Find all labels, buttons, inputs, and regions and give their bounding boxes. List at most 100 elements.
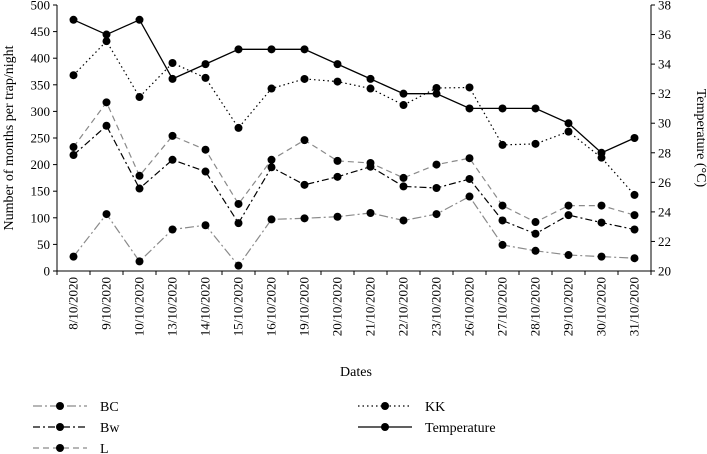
x-axis-title: Dates [340,365,372,380]
x-tick-label: 27/10/2020 [495,277,510,336]
data-point-temperature [69,15,78,24]
x-tick-label: 16/10/2020 [264,277,279,336]
data-point-temperature [531,104,540,113]
data-point-temperature [102,30,111,39]
right-y-tick-label: 34 [658,57,672,72]
data-point-kk [531,139,540,148]
data-point-l [597,201,606,210]
x-tick-label: 30/10/2020 [594,277,609,336]
axes [56,5,652,272]
left-y-ticks: 0 50 100 150 200 250 300 350 400 450 500 [31,0,57,279]
legend-item-temperature: Temperature [358,421,496,436]
right-y-tick-label: 32 [658,86,671,101]
data-point-bw [399,182,408,191]
left-y-tick-label: 350 [31,77,51,92]
data-point-temperature [234,45,243,54]
data-point-bc [234,261,243,270]
x-tick-label: 13/10/2020 [165,277,180,336]
y-axis-title: Number of months per trap/night [2,45,17,230]
x-tick-label: 29/10/2020 [561,277,576,336]
data-point-kk [69,71,78,80]
left-y-tick-label: 500 [31,0,51,13]
data-point-temperature [300,45,309,54]
series-layer [69,15,639,270]
data-point-bc [564,251,573,260]
data-point-bw [630,225,639,234]
right-y-tick-label: 36 [658,27,672,42]
left-y-tick-label: 0 [44,264,51,279]
data-point-temperature [399,89,408,98]
data-point-l [69,143,78,152]
data-point-bw [498,216,507,225]
left-y-tick-label: 400 [31,51,51,66]
data-point-l [630,211,639,220]
legend-label: L [100,442,109,454]
right-y-tick-label: 20 [658,264,671,279]
x-tick-label: 20/10/2020 [330,277,345,336]
legend-label: BC [100,400,119,415]
data-point-kk [564,127,573,136]
data-point-bc [630,254,639,263]
legend-item-kk: KK [358,400,445,415]
data-point-bw [564,211,573,220]
x-tick-label: 31/10/2020 [627,277,642,336]
x-tick-label: 26/10/2020 [462,277,477,336]
legend-swatch-marker [381,402,389,410]
left-y-tick-label: 100 [31,210,51,225]
x-tick-label: 9/10/2020 [99,277,114,330]
series-temperature [69,15,639,157]
data-point-temperature [564,119,573,128]
data-point-bc [399,216,408,225]
data-point-bc [597,252,606,261]
legend-label: Bw [100,421,120,436]
data-point-bc [333,212,342,221]
x-tick-label: 28/10/2020 [528,277,543,336]
data-point-temperature [333,60,342,69]
data-point-l [267,155,276,164]
x-tick-label: 22/10/2020 [396,277,411,336]
legend-swatch-marker [56,402,64,410]
data-point-bc [102,210,111,219]
right-y-ticks: 20 22 24 26 28 30 32 34 36 38 [651,0,672,279]
left-y-tick-label: 450 [31,24,51,39]
x-tick-label: 23/10/2020 [429,277,444,336]
data-point-bc [168,225,177,234]
data-point-l [498,201,507,210]
right-y-tick-label: 22 [658,234,671,249]
data-point-temperature [267,45,276,54]
right-y-tick-label: 38 [658,0,671,13]
data-point-temperature [630,134,639,142]
data-point-kk [267,84,276,93]
legend: BC Bw L KK Temperature [33,400,496,454]
left-y-tick-label: 50 [37,237,50,252]
series-line-temperature [73,18,635,154]
data-point-kk [399,101,408,110]
data-point-kk [168,58,177,67]
x-tick-label: 10/10/2020 [132,277,147,336]
data-point-kk [333,77,342,86]
data-point-l [531,218,540,227]
data-point-kk [465,83,474,92]
data-point-kk [432,83,441,92]
legend-item-l: L [33,442,109,454]
data-point-kk [102,37,111,46]
data-point-l [168,131,177,140]
series-line-bw [73,124,635,235]
data-point-l [102,98,111,107]
data-point-l [300,136,309,145]
data-point-bc [531,246,540,255]
data-point-kk [201,73,210,82]
x-ticks: 8/10/2020 9/10/2020 10/10/2020 13/10/2020 14… [56,271,652,336]
data-point-bw [432,184,441,193]
data-point-temperature [432,89,441,98]
data-point-bc [300,214,309,223]
data-point-kk [300,74,309,83]
data-point-bw [69,151,78,160]
data-point-bw [201,167,210,176]
data-point-temperature [465,104,474,113]
data-point-l [399,173,408,182]
data-point-bw [234,219,243,228]
data-point-temperature [135,15,144,24]
legend-item-bw: Bw [33,421,120,436]
